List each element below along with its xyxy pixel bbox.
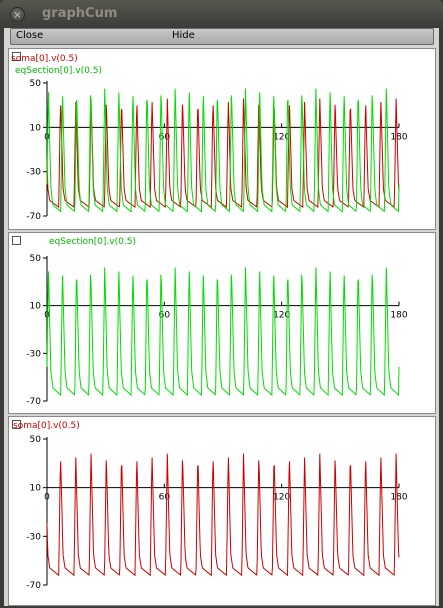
x-tick-label: 0 — [44, 132, 50, 142]
x-tick-label: 60 — [159, 493, 171, 503]
y-tick-label: -70 — [26, 397, 41, 407]
x-tick-label: 120 — [273, 311, 290, 321]
menu-bar: Close Hide — [10, 28, 434, 45]
window-close-icon[interactable]: × — [10, 7, 25, 22]
y-tick-label: 10 — [30, 123, 42, 133]
graph-panel-1[interactable]: 50 10 -30 -70 0 60 120 180 soma[0].v(0.5) eqSec… — [8, 48, 436, 230]
y-tick-label: 50 — [30, 79, 42, 89]
window-client-area: Close Hide 50 10 -30 -70 0 60 120 180 soma[0].v… — [4, 28, 439, 606]
series-line-somav — [46, 98, 400, 209]
series-line-eqsectionv — [46, 267, 400, 397]
graph-canvas-2: 50 10 -30 -70 0 60 120 180 — [26, 254, 408, 407]
graph-checkbox-1[interactable] — [12, 52, 21, 61]
window-titlebar[interactable]: × graphCum — [0, 0, 443, 28]
series-line-somav — [46, 453, 400, 577]
menu-close-button[interactable]: Close — [16, 30, 44, 41]
graph-checkbox-3[interactable] — [12, 420, 21, 429]
graph-panel-3[interactable]: 50 10 -30 -70 0 60 120 180 soma[0].v(0.5) — [8, 416, 436, 606]
y-tick-label: 10 — [30, 302, 42, 312]
x-tick-label: 180 — [390, 493, 407, 503]
y-tick-label: 50 — [30, 435, 42, 445]
graph-canvas-3: 50 10 -30 -70 0 60 120 180 — [26, 435, 408, 591]
y-tick-label: 10 — [30, 484, 42, 494]
x-tick-label: 120 — [273, 132, 290, 142]
legend-soma: soma[0].v(0.5) — [13, 421, 80, 431]
legend-eqsection: eqSection[0].v(0.5) — [49, 237, 136, 247]
x-tick-label: 0 — [44, 311, 50, 321]
x-tick-label: 60 — [159, 132, 171, 142]
x-tick-label: 0 — [44, 493, 50, 503]
legend-eqsection: eqSection[0].v(0.5) — [15, 66, 102, 76]
y-tick-label: -30 — [26, 532, 41, 542]
graph-panel-2[interactable]: 50 10 -30 -70 0 60 120 180 eqSection[0].v(0.5) — [8, 232, 436, 414]
legend-soma: soma[0].v(0.5) — [11, 54, 78, 64]
y-tick-label: -70 — [26, 581, 41, 591]
x-tick-label: 180 — [390, 132, 407, 142]
y-tick-label: -70 — [26, 212, 41, 222]
graph-checkbox-2[interactable] — [12, 236, 21, 245]
window-title: graphCum — [42, 6, 118, 21]
y-tick-label: -30 — [26, 349, 41, 359]
y-tick-label: 50 — [30, 254, 42, 264]
menu-hide-button[interactable]: Hide — [172, 30, 195, 41]
y-tick-label: -30 — [26, 168, 41, 178]
x-tick-label: 60 — [159, 311, 171, 321]
series-line-eqsectionv — [46, 88, 400, 213]
x-tick-label: 120 — [273, 493, 290, 503]
graph-canvas-1: 50 10 -30 -70 0 60 120 180 — [26, 79, 408, 222]
x-tick-label: 180 — [390, 311, 407, 321]
